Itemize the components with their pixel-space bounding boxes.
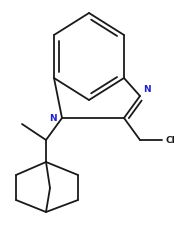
Text: N: N: [144, 85, 151, 94]
Text: N: N: [49, 113, 57, 122]
Text: Cl: Cl: [166, 136, 175, 145]
